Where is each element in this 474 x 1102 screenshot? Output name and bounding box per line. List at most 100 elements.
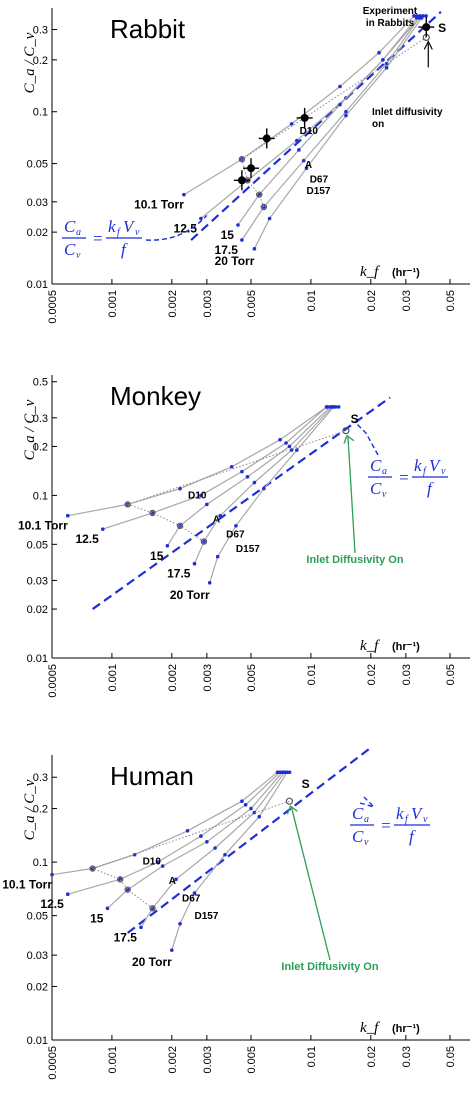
cluster-point <box>327 405 332 409</box>
x-axis-label: k_f <box>360 638 380 654</box>
series-point <box>377 50 381 55</box>
arrow-head <box>286 805 298 815</box>
open-point <box>256 191 263 198</box>
series-point <box>50 872 54 877</box>
x-axis-label: k_f <box>360 264 380 280</box>
series-point <box>344 113 348 118</box>
saturation-label: S <box>438 21 446 35</box>
series-curve <box>166 406 331 547</box>
dotted-trajectory <box>126 430 347 543</box>
equation-symbol: k <box>108 217 116 236</box>
series-curve <box>241 17 420 241</box>
saturation-label: S <box>351 412 359 426</box>
cluster-point <box>333 405 338 409</box>
series-point <box>297 148 301 152</box>
series-point <box>301 158 306 163</box>
series-point <box>249 806 253 811</box>
x-tick-label: 0.03 <box>401 664 413 685</box>
series-curve <box>67 771 281 895</box>
series-point <box>287 444 292 449</box>
series-point <box>252 247 257 251</box>
x-tick-label: 0.05 <box>445 1046 457 1067</box>
dose-label: D67 <box>182 893 201 904</box>
dose-label: D157 <box>306 186 330 197</box>
x-tick-label: 0.002 <box>167 290 179 318</box>
equation-symbol: f <box>427 479 434 498</box>
y-tick-label: 0.02 <box>27 604 48 616</box>
experiment-point <box>422 23 431 32</box>
series-curve <box>67 406 328 517</box>
y-tick-label: 0.01 <box>27 279 48 291</box>
series-point <box>178 921 182 926</box>
experiment-point <box>247 164 255 173</box>
x-tick-label: 0.001 <box>107 1046 119 1074</box>
y-tick-label: 0.03 <box>27 575 48 587</box>
model-line <box>126 746 372 934</box>
open-point <box>124 501 131 508</box>
annotation-arrow <box>347 436 356 554</box>
open-point <box>200 538 208 545</box>
equation-symbol: k <box>414 456 422 475</box>
panel-title: Human <box>110 761 194 791</box>
annotation-text: Experiment <box>363 6 418 17</box>
series-point <box>381 58 385 62</box>
series-curve <box>140 771 286 928</box>
equation-symbol: f <box>423 466 427 477</box>
series-point <box>182 192 186 197</box>
series-point <box>174 877 178 882</box>
series-label: 15 <box>221 228 235 242</box>
open-point <box>124 886 131 893</box>
inlet-point <box>285 797 294 805</box>
series-curve <box>102 406 328 530</box>
equation-symbol: C <box>352 827 364 846</box>
series-point <box>178 486 182 491</box>
y-tick-label: 0.2 <box>33 55 48 67</box>
cluster-point <box>421 14 425 18</box>
equation-connector <box>359 796 377 809</box>
x-tick-label: 0.002 <box>167 1046 179 1074</box>
equation-symbol: v <box>382 489 387 500</box>
series-label: 17.5 <box>114 930 138 944</box>
y-tick-label: 0.05 <box>27 159 48 171</box>
series-point <box>105 906 110 911</box>
y-tick-label: 0.1 <box>33 490 48 502</box>
equation-symbol: v <box>135 227 140 238</box>
series-label: 10.1 Torr <box>2 878 52 892</box>
series-curve <box>253 17 423 250</box>
y-tick-label: 0.5 <box>33 377 48 389</box>
series-point <box>243 802 248 807</box>
series-point <box>132 852 137 857</box>
dose-label: D67 <box>226 530 245 541</box>
equation-symbol: f <box>405 814 409 825</box>
equation-connector <box>145 214 208 241</box>
equation-symbol: a <box>76 227 81 238</box>
x-tick-label: 0.003 <box>202 290 214 318</box>
series-point <box>150 511 155 515</box>
cluster-point <box>330 405 335 409</box>
series-point <box>192 891 197 895</box>
series-label: 10.1 Torr <box>134 198 184 212</box>
open-point <box>89 865 96 872</box>
y-tick-label: 0.3 <box>33 25 48 37</box>
y-tick-label: 0.01 <box>27 653 48 665</box>
series-point <box>278 437 282 442</box>
saturation-label: S <box>302 777 310 791</box>
series-point <box>155 860 160 864</box>
equation-symbol: v <box>364 837 369 848</box>
series-curve <box>183 15 415 196</box>
y-tick-label: 0.2 <box>33 441 48 453</box>
x-axis-unit: (hr⁻¹) <box>392 1023 420 1035</box>
x-tick-label: 0.03 <box>401 1046 413 1067</box>
cluster-point <box>424 14 428 18</box>
x-tick-label: 0.005 <box>246 1046 258 1074</box>
series-point <box>245 475 250 479</box>
series-label: 12.5 <box>174 221 198 235</box>
series-point <box>218 513 222 518</box>
dose-label: D10 <box>300 126 319 137</box>
series-point <box>192 561 197 566</box>
series-point <box>295 448 299 452</box>
dose-label: D157 <box>236 544 260 555</box>
series-point <box>284 441 288 445</box>
series-point <box>344 109 348 114</box>
